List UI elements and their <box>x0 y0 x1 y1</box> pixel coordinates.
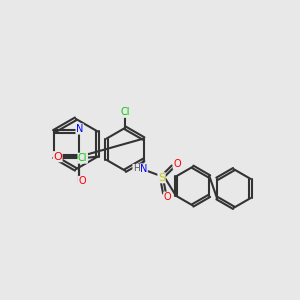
Text: N: N <box>140 164 147 174</box>
Text: Cl: Cl <box>78 153 88 163</box>
Text: N: N <box>76 124 83 134</box>
Text: H: H <box>133 164 140 173</box>
Text: O: O <box>78 176 86 186</box>
Text: S: S <box>158 173 165 183</box>
Text: O: O <box>164 192 171 202</box>
Text: Cl: Cl <box>120 107 130 117</box>
Text: O: O <box>173 159 181 169</box>
Text: O: O <box>53 152 62 162</box>
